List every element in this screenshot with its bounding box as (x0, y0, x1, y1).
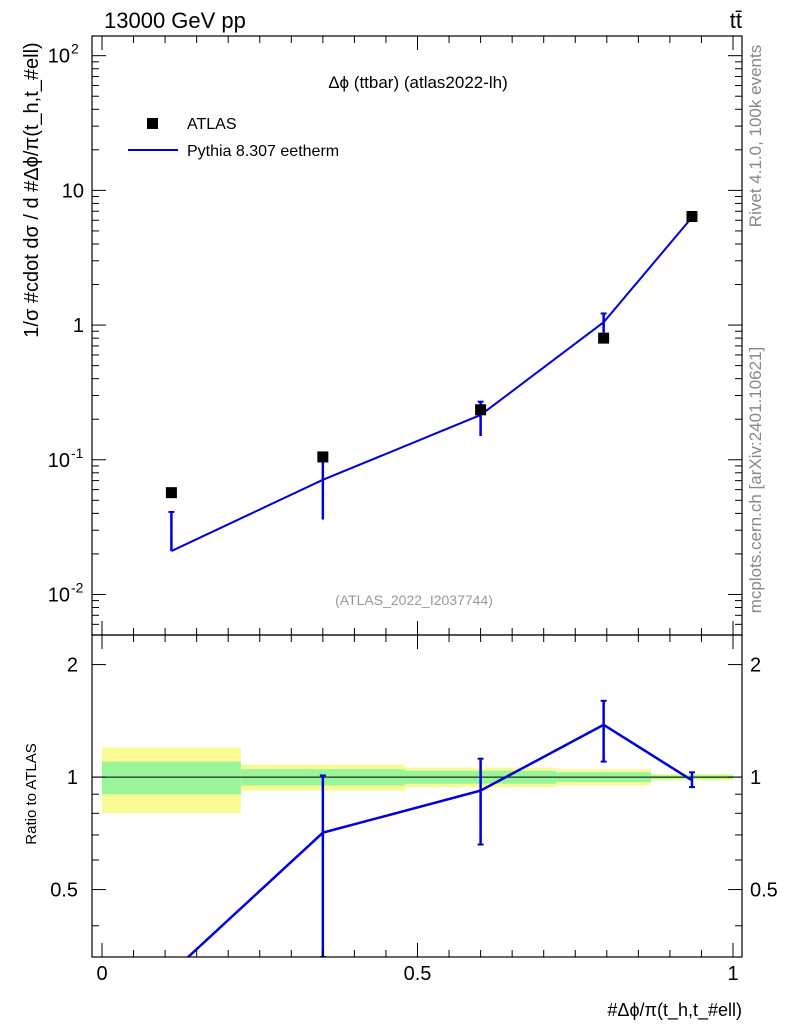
main-ytick-label-3: 10 (62, 180, 84, 202)
xtick-label-1: 0.5 (404, 963, 432, 985)
data-point-3 (598, 332, 610, 344)
ratio-ytick-label-right-2: 2 (750, 655, 761, 677)
main-ytick-label-4: 10 (48, 46, 70, 68)
ratio-data-group (186, 699, 695, 957)
legend: ATLAS Pythia 8.307 eetherm (128, 116, 339, 160)
data-point-0 (165, 487, 177, 499)
rivet-label: Rivet 4.1.0, 100k events (746, 45, 765, 227)
ratio-ytick-label-left-1: 1 (67, 767, 78, 789)
xtick-label-2: 1 (727, 963, 738, 985)
ratio-ytick-label-left-2: 2 (67, 655, 78, 677)
legend-mc-label: Pythia 8.307 eetherm (187, 143, 339, 160)
data-point-1 (317, 451, 329, 463)
ratio-mc-line (186, 723, 693, 957)
main-ytick-label-0: 10 (48, 584, 70, 606)
main-ytick-label-1: 10 (48, 450, 70, 472)
ratio-panel: 0.5 0.5 1 1 2 2 0 0.5 1 (50, 634, 778, 985)
main-ytick-label-2: 1 (73, 315, 84, 337)
ratio-ytick-label-left-0: 0.5 (50, 880, 78, 902)
xlabel: #Δϕ/π(t_h,t_#ell) (607, 1000, 742, 1021)
process-label: tt̄ (730, 8, 742, 33)
main-ylabel: 1/σ #cdot dσ / d #Δϕ/π(t_h,t_#ell) (21, 42, 43, 337)
data-point-2 (475, 404, 487, 416)
main-ytick-exp-0: -2 (71, 579, 84, 595)
energy-label: 13000 GeV pp (104, 8, 246, 33)
main-ytick-exp-4: 2 (71, 41, 79, 57)
mc-line (170, 216, 693, 552)
main-data-group (165, 210, 698, 552)
ratio-ylabel: Ratio to ATLAS (23, 743, 40, 844)
legend-data-label: ATLAS (187, 116, 237, 133)
mcplots-label: mcplots.cern.ch [arXiv:2401.10621] (746, 347, 765, 613)
data-point-4 (686, 210, 698, 222)
plot-title: Δϕ (ttbar) (atlas2022-lh) (328, 73, 508, 92)
analysis-id: (ATLAS_2022_I2037744) (335, 592, 493, 608)
ratio-ytick-label-right-1: 1 (750, 767, 761, 789)
legend-data-marker (147, 118, 158, 129)
main-ytick-exp-1: -1 (71, 445, 84, 461)
band-inner-0 (102, 761, 241, 795)
xtick-label-0: 0 (96, 963, 107, 985)
ratio-ytick-label-right-0: 0.5 (750, 880, 778, 902)
